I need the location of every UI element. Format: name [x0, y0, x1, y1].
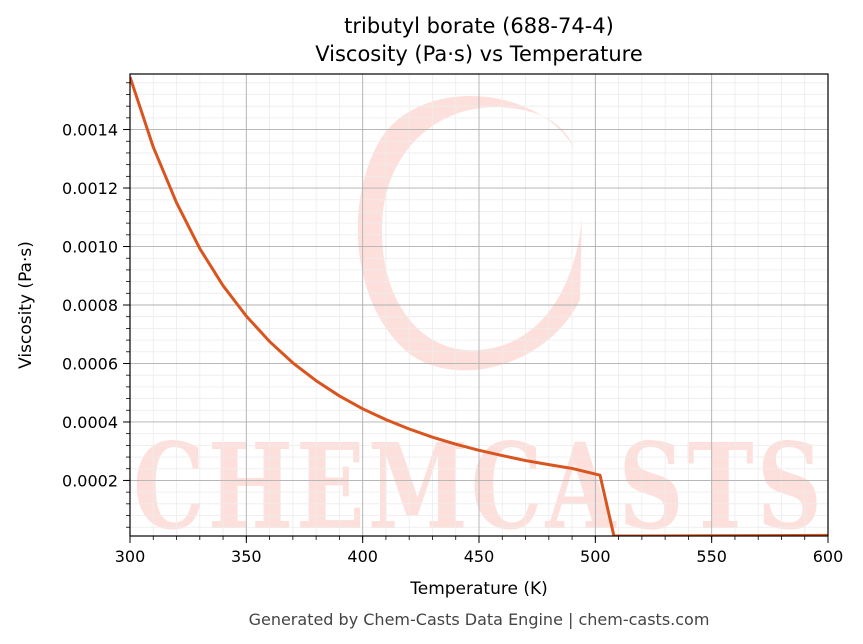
data-point [198, 247, 201, 250]
data-point [338, 394, 341, 397]
y-axis-minor-ticks [126, 82, 130, 528]
watermark-text: CHEMCASTS [133, 417, 825, 556]
y-tick-label: 0.0006 [62, 354, 118, 373]
x-tick-label: 300 [115, 547, 146, 566]
data-point [384, 418, 387, 421]
data-point [454, 443, 457, 446]
data-point [478, 449, 481, 452]
data-point [315, 379, 318, 382]
y-tick-label: 0.0010 [62, 238, 118, 257]
data-point [431, 436, 434, 439]
y-tick-label: 0.0002 [62, 471, 118, 490]
x-tick-label: 450 [464, 547, 495, 566]
data-point [152, 146, 155, 149]
y-tick-label: 0.0014 [62, 121, 118, 140]
data-point [571, 467, 574, 470]
data-point [175, 201, 178, 204]
x-axis-label: Temperature (K) [409, 579, 548, 599]
data-point [291, 361, 294, 364]
data-point [408, 427, 411, 430]
data-point [222, 284, 225, 287]
data-point [598, 474, 601, 477]
x-tick-label: 500 [580, 547, 611, 566]
x-tick-label: 400 [347, 547, 378, 566]
data-point [524, 459, 527, 462]
footer-credit: Generated by Chem-Casts Data Engine | ch… [249, 610, 710, 629]
data-point [361, 407, 364, 410]
y-tick-label: 0.0004 [62, 413, 118, 432]
x-axis-minor-ticks [129, 536, 829, 540]
data-point [501, 454, 504, 457]
data-point [245, 315, 248, 318]
x-axis-ticks: 300 350 400 450 500 550 600 [115, 536, 844, 566]
series-line [130, 76, 828, 536]
watermark: CHEMCASTS [133, 95, 825, 556]
y-tick-label: 0.0012 [62, 179, 118, 198]
y-tick-label: 0.0008 [62, 296, 118, 315]
watermark-logo-icon [357, 95, 582, 371]
chart-subtitle: Viscosity (Pa·s) vs Temperature [315, 42, 643, 66]
y-axis-ticks: 0.0002 0.0004 0.0006 0.0008 0.0010 0.0012 0.00… [62, 121, 130, 490]
x-tick-label: 600 [813, 547, 844, 566]
chart-title: tributyl borate (688-74-4) [344, 14, 614, 38]
data-point [268, 340, 271, 343]
y-axis-label: Viscosity (Pa·s) [16, 241, 36, 369]
data-point [547, 463, 550, 466]
x-tick-label: 550 [696, 547, 727, 566]
x-tick-label: 350 [231, 547, 262, 566]
